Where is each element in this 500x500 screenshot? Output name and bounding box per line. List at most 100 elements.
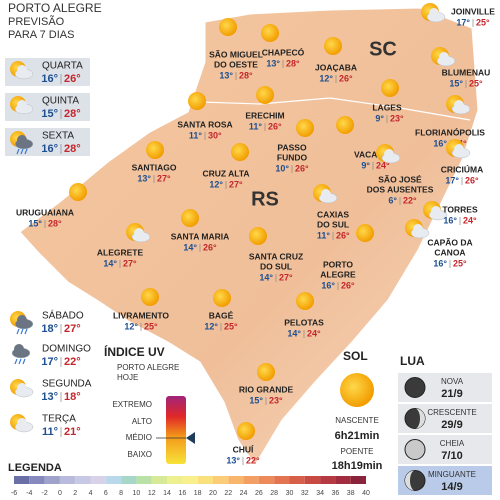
rain-drop <box>14 358 18 365</box>
legend-swatch <box>90 476 106 484</box>
city-name: VACARIA <box>354 149 392 159</box>
cloud-icon <box>384 149 394 159</box>
forecast-day: SÁBADO <box>42 309 84 322</box>
city-name: DO OESTE <box>214 59 258 69</box>
legend-swatch <box>121 476 137 484</box>
city-name: DO SUL <box>317 219 349 229</box>
region-label: SC <box>369 38 397 60</box>
temp-max: 30° <box>208 130 222 140</box>
temp-max: 26° <box>203 242 217 252</box>
city-name: BLUMENAU <box>442 67 491 77</box>
temp-min: 10° <box>275 163 289 173</box>
city-name: CANOA <box>434 247 465 257</box>
city-name: SANTIAGO <box>132 162 177 172</box>
sol-sunrise: 6h21min <box>335 430 380 442</box>
forecast-day: TERÇA <box>42 414 76 425</box>
cloud-icon <box>431 206 441 216</box>
temp-max: 28° <box>286 58 300 68</box>
sun-icon <box>213 289 231 307</box>
legend-tick: 20 <box>209 490 217 497</box>
city-name: TORRES <box>442 204 478 214</box>
legend-tick: 24 <box>240 490 248 497</box>
rain-drop <box>22 358 26 365</box>
sun-icon <box>336 116 354 134</box>
cloud-icon <box>17 65 27 75</box>
city-name: PASSO <box>277 142 307 152</box>
city-name: CHUÍ <box>233 444 254 454</box>
forecast-day: SEGUNDA <box>42 379 92 390</box>
temp-max: 25° <box>476 17 490 27</box>
sun-icon <box>237 422 255 440</box>
city-name: DOS AUSENTES <box>367 184 434 194</box>
rain-drop <box>18 358 22 365</box>
sun-icon <box>324 37 342 55</box>
sun-icon <box>146 141 164 159</box>
temp-min: 14° <box>103 258 117 268</box>
legend-tick: -6 <box>11 490 17 497</box>
city-name: LIVRAMENTO <box>113 310 169 320</box>
header-line: PREVISÃO <box>8 15 65 28</box>
legend-tick: 38 <box>347 490 355 497</box>
forecast-max: 26° <box>64 73 81 85</box>
state-border <box>199 97 471 121</box>
legend-swatch <box>105 476 122 484</box>
temp-min: 13° <box>137 173 151 183</box>
legend-swatch <box>289 476 305 484</box>
temp-min: 9° <box>375 113 384 123</box>
sun-icon <box>261 24 279 42</box>
city-name: SANTA CRUZ <box>249 251 303 261</box>
temp-max: 23° <box>390 113 404 123</box>
city-name: SANTA ROSA <box>177 119 232 129</box>
city-name: JOINVILLE <box>451 6 495 16</box>
region-label: RS <box>251 188 279 210</box>
city-name: FLORIANÓPOLIS <box>415 126 485 137</box>
rain-drop <box>16 328 20 335</box>
temp-max: 27° <box>157 173 171 183</box>
forecast-day: QUARTA <box>42 61 83 72</box>
temp-max: 26° <box>341 280 355 290</box>
forecast-day: QUINTA <box>42 96 79 107</box>
temp-max: 27° <box>279 272 293 282</box>
sun-icon <box>181 209 199 227</box>
moon-lit <box>405 470 415 491</box>
moon-date: 7/10 <box>441 450 462 462</box>
forecast-min: 16° <box>41 143 58 155</box>
sol-sunset-label: POENTE <box>341 447 374 456</box>
sun-icon <box>188 92 206 110</box>
city-name: SÃO JOSÉ <box>378 174 422 184</box>
forecast-max: 22° <box>64 356 81 368</box>
legend-tick: 2 <box>73 490 77 497</box>
moon-name: CHEIA <box>440 439 465 448</box>
city-name: LAGES <box>372 102 402 112</box>
city-name: FUNDO <box>277 152 308 162</box>
cloud-icon <box>134 228 144 238</box>
temp-min: 9° <box>361 160 370 170</box>
moon-name: MINGUANTE <box>428 470 476 479</box>
temp-max: 24° <box>376 160 390 170</box>
temp-max: 26° <box>339 73 353 83</box>
cloud-icon <box>17 315 27 325</box>
legend-swatch <box>258 476 275 484</box>
temp-min: 12° <box>124 321 138 331</box>
cloud-icon <box>454 144 464 154</box>
sun-icon <box>256 86 274 104</box>
temp-min: 15° <box>249 395 263 405</box>
legend-tick: 28 <box>270 490 278 497</box>
legend-tick: 10 <box>133 490 141 497</box>
forecast-max: 28° <box>64 143 81 155</box>
uv-subtitle: HOJE <box>117 373 138 382</box>
cloud-icon <box>17 135 27 145</box>
temp-min: 11° <box>249 121 263 131</box>
city-name: CHAPECÓ <box>262 46 305 57</box>
legend-tick: 22 <box>224 490 232 497</box>
city-name: ALEGRETE <box>97 247 144 257</box>
legend-tick: 8 <box>119 490 123 497</box>
forecast-day: SEXTA <box>42 131 74 142</box>
forecast-max: 21° <box>64 426 81 438</box>
sun-icon <box>69 183 87 201</box>
temp-max: 27° <box>229 179 243 189</box>
city-name: CRICIÚMA <box>441 163 484 174</box>
legend-swatch <box>44 476 60 484</box>
cloud-icon <box>429 8 439 18</box>
temp-max: 25° <box>453 258 467 268</box>
